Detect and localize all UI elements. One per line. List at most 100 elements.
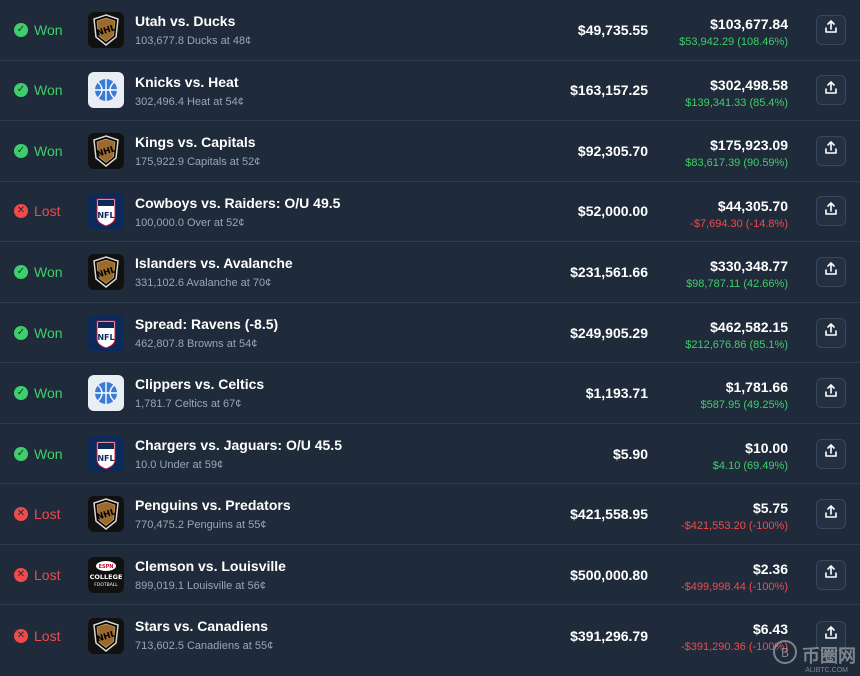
profit-loss: $53,942.29 (108.46%) bbox=[679, 36, 788, 48]
x-circle-icon: ✕ bbox=[14, 507, 28, 522]
payout-amount: $1,781.66 bbox=[725, 379, 788, 396]
basketball-logo-icon bbox=[88, 72, 124, 109]
match-info: Utah vs. Ducks 103,677.8 Ducks at 48¢ bbox=[135, 13, 251, 47]
match-title: Chargers vs. Jaguars: O/U 45.5 bbox=[135, 436, 342, 453]
share-button[interactable] bbox=[816, 135, 846, 166]
share-upload-icon bbox=[824, 20, 838, 39]
match-info: Knicks vs. Heat 302,496.4 Heat at 54¢ bbox=[135, 74, 244, 108]
profit-loss: $83,617.39 (90.59%) bbox=[685, 157, 788, 170]
match-title: Clemson vs. Louisville bbox=[135, 557, 286, 574]
match-info: Chargers vs. Jaguars: O/U 45.5 10.0 Under… bbox=[135, 437, 342, 471]
match-info: Penguins vs. Predators 770,475.2 Penguins… bbox=[135, 497, 291, 531]
position-detail: 100,000.0 Over at 52¢ bbox=[135, 216, 245, 229]
status-badge: ✕ Lost bbox=[14, 203, 60, 219]
status-badge: ✕ Lost bbox=[14, 628, 60, 644]
share-upload-icon bbox=[824, 202, 838, 221]
profit-loss: -$421,553.20 (-100%) bbox=[680, 520, 788, 533]
stake-amount: $92,305.70 bbox=[577, 142, 648, 159]
bet-row: ✕ Lost NFL Cowboys vs. Raiders: O/U 49.5 100… bbox=[0, 182, 860, 243]
match-title: Penguins vs. Predators bbox=[135, 497, 291, 514]
league-logo: NFL bbox=[88, 314, 124, 351]
status-badge: ✓ Won bbox=[14, 82, 63, 98]
status-badge: ✓ Won bbox=[14, 385, 63, 401]
bet-row: ✓ Won NHL Islanders vs. Avalanche 331,102.6 … bbox=[0, 242, 860, 303]
position-detail: 899,019.1 Louisville at 56¢ bbox=[135, 579, 266, 592]
share-upload-icon bbox=[824, 444, 838, 463]
match-info: Stars vs. Canadiens 713,602.5 Canadiens a… bbox=[135, 618, 273, 652]
status-label: Lost bbox=[34, 506, 61, 523]
match-title: Knicks vs. Heat bbox=[135, 73, 239, 90]
nhl-logo-icon: NHL bbox=[88, 253, 124, 290]
watermark: B 币圈网 ALIBTC.COM bbox=[772, 639, 856, 674]
share-button[interactable] bbox=[816, 499, 846, 530]
check-circle-icon: ✓ bbox=[14, 446, 28, 461]
payout-amount: $5.75 bbox=[752, 500, 788, 517]
share-button[interactable] bbox=[816, 317, 846, 348]
share-button[interactable] bbox=[816, 559, 846, 590]
payout-info: $330,348.77 $98,787.11 (42.66%) bbox=[686, 258, 788, 290]
payout-amount: $103,677.84 bbox=[710, 16, 788, 32]
position-detail: 462,807.8 Browns at 54¢ bbox=[135, 337, 258, 350]
svg-text:FOOTBALL: FOOTBALL bbox=[94, 582, 118, 588]
match-info: Kings vs. Capitals 175,922.9 Capitals at … bbox=[135, 134, 260, 168]
position-detail: 103,677.8 Ducks at 48¢ bbox=[135, 35, 252, 47]
check-circle-icon: ✓ bbox=[14, 264, 28, 279]
nfl-logo-icon: NFL bbox=[88, 193, 124, 230]
match-title: Spread: Ravens (-8.5) bbox=[135, 315, 279, 332]
match-title: Islanders vs. Avalanche bbox=[135, 255, 293, 272]
position-detail: 1,781.7 Celtics at 67¢ bbox=[135, 398, 242, 411]
share-button[interactable] bbox=[816, 620, 846, 651]
status-badge: ✓ Won bbox=[14, 143, 63, 159]
payout-info: $103,677.84 $53,942.29 (108.46%) bbox=[679, 16, 788, 48]
status-label: Lost bbox=[34, 627, 61, 644]
payout-info: $2.36 -$499,998.44 (-100%) bbox=[681, 561, 788, 593]
match-info: Clippers vs. Celtics 1,781.7 Celtics at 6… bbox=[135, 376, 264, 410]
payout-info: $6.43 -$391,290.36 (-100%) bbox=[681, 621, 788, 653]
share-button[interactable] bbox=[816, 438, 846, 469]
stake-amount: $421,558.95 bbox=[570, 506, 648, 523]
position-detail: 175,922.9 Capitals at 52¢ bbox=[135, 156, 261, 169]
payout-amount: $330,348.77 bbox=[710, 258, 788, 275]
share-upload-icon bbox=[824, 626, 838, 645]
share-upload-icon bbox=[824, 383, 838, 403]
payout-info: $1,781.66 $587.95 (49.25%) bbox=[701, 379, 788, 411]
share-button[interactable] bbox=[816, 14, 846, 45]
share-button[interactable] bbox=[816, 256, 846, 287]
bet-row: ✓ Won NFL Spread: Ravens (-8.5) 462,807.8 Br… bbox=[0, 303, 860, 364]
league-logo bbox=[88, 375, 124, 412]
match-title: Utah vs. Ducks bbox=[135, 13, 236, 29]
bet-row: ✕ Lost NHL Stars vs. Canadiens 713,602.5 Can… bbox=[0, 605, 860, 666]
position-detail: 331,102.6 Avalanche at 70¢ bbox=[135, 277, 272, 290]
x-circle-icon: ✕ bbox=[14, 628, 28, 643]
payout-info: $10.00 $4.10 (69.49%) bbox=[713, 440, 788, 472]
share-button[interactable] bbox=[816, 75, 846, 106]
league-logo: NHL bbox=[88, 11, 124, 48]
watermark-subtext: ALIBTC.COM bbox=[805, 667, 848, 674]
stake-amount: $52,000.00 bbox=[577, 203, 648, 220]
league-logo: NHL bbox=[88, 253, 124, 290]
share-upload-icon bbox=[824, 141, 838, 160]
match-title: Kings vs. Capitals bbox=[135, 134, 256, 151]
profit-loss: -$499,998.44 (-100%) bbox=[680, 580, 788, 593]
match-info: Clemson vs. Louisville 899,019.1 Louisvil… bbox=[135, 558, 286, 592]
status-badge: ✕ Lost bbox=[14, 506, 60, 522]
position-detail: 713,602.5 Canadiens at 55¢ bbox=[135, 640, 274, 653]
position-detail: 302,496.4 Heat at 54¢ bbox=[135, 95, 244, 108]
bet-row: ✓ Won NHL Utah vs. Ducks 103,677.8 Ducks at … bbox=[0, 0, 860, 61]
nhl-logo-icon: NHL bbox=[88, 11, 124, 48]
nfl-logo-icon: NFL bbox=[88, 314, 124, 351]
bet-row: ✓ Won Knicks vs. Heat 302,496.4 Heat at 54¢… bbox=[0, 61, 860, 122]
share-button[interactable] bbox=[816, 378, 846, 409]
profit-loss: $212,676.86 (85.1%) bbox=[685, 338, 788, 351]
basketball-logo-icon bbox=[88, 375, 124, 412]
share-button[interactable] bbox=[816, 196, 846, 227]
check-circle-icon: ✓ bbox=[14, 83, 28, 98]
payout-amount: $175,923.09 bbox=[710, 137, 788, 154]
status-badge: ✓ Won bbox=[14, 446, 63, 462]
stake-amount: $163,157.25 bbox=[570, 82, 648, 99]
status-label: Won bbox=[34, 263, 63, 280]
share-upload-icon bbox=[824, 504, 838, 524]
status-badge: ✓ Won bbox=[14, 325, 63, 341]
payout-amount: $10.00 bbox=[745, 439, 788, 456]
